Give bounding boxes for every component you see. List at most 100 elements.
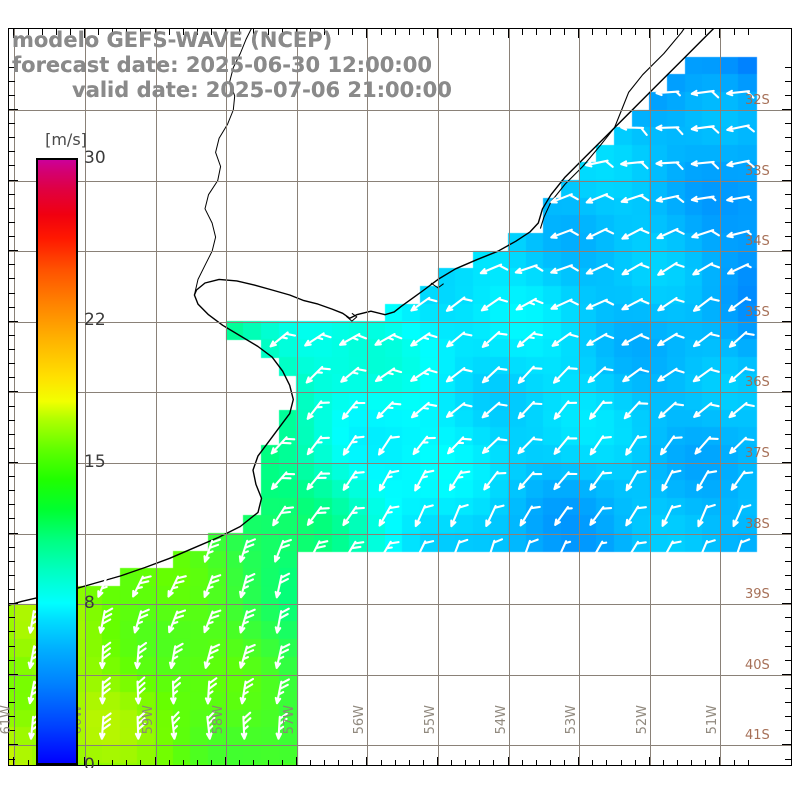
axis-tick-right [785, 730, 791, 732]
axis-tick-right [785, 631, 791, 633]
latitude-label: 41S [745, 728, 770, 744]
axis-tick-bottom [493, 760, 495, 766]
axis-tick-left [9, 518, 15, 520]
axis-tick-left [9, 490, 15, 492]
colorbar[interactable] [36, 158, 78, 765]
axis-tick-right [785, 575, 791, 577]
axis-tick-top [42, 29, 44, 35]
latitude-label: 34S [745, 234, 770, 250]
axis-tick-top [409, 29, 411, 35]
wind-barb-icon [550, 264, 579, 275]
longitude-label: 53W [564, 705, 580, 735]
axis-tick-left [9, 264, 15, 266]
title-model-line: modelo GEFS-WAVE (NCEP) [12, 28, 333, 52]
axis-tick-left [9, 575, 15, 577]
axis-tick-bottom [28, 760, 30, 766]
wind-barb-icon [480, 296, 509, 312]
wind-barb-icon [447, 436, 472, 455]
wind-barb-icon [661, 469, 682, 492]
wind-barb-icon [98, 607, 114, 634]
colorbar-tick-label: 15 [84, 451, 106, 472]
wind-barb-icon [730, 470, 754, 491]
latitude-label: 37S [745, 446, 770, 461]
wind-barb-icon [693, 402, 720, 418]
wind-barb-icon [414, 504, 434, 528]
wind-barb-icon [553, 435, 578, 455]
graticule-parallel [9, 463, 791, 464]
latitude-label: 32S [745, 93, 770, 108]
wind-barb-icon [515, 297, 544, 311]
axis-tick-right [785, 95, 791, 97]
axis-tick-right [785, 688, 791, 690]
axis-tick-bottom [268, 760, 270, 766]
axis-tick-right [782, 391, 791, 393]
wind-barb-icon [728, 296, 752, 312]
axis-tick-left [9, 533, 18, 535]
wind-barb-icon [270, 436, 296, 455]
axis-tick-left [9, 307, 15, 309]
axis-tick-right [785, 264, 791, 266]
axis-tick-bottom [606, 760, 608, 766]
wind-barb-icon [655, 160, 684, 171]
wind-barb-icon [481, 330, 508, 348]
graticule-meridian [509, 29, 510, 765]
axis-tick-bottom [536, 760, 538, 766]
bottom-margin [0, 768, 800, 800]
wind-barb-icon [621, 297, 650, 311]
wind-barb-icon [203, 609, 222, 634]
axis-tick-bottom [126, 760, 128, 766]
wind-barb-icon [589, 470, 613, 491]
wind-barb-icon [481, 436, 508, 454]
axis-tick-left [9, 335, 15, 337]
wind-barb-icon [410, 401, 438, 419]
wind-barb-icon [519, 505, 541, 527]
map-plot-area[interactable] [9, 29, 791, 765]
axis-tick-bottom [719, 757, 721, 766]
coastline-icon [9, 29, 715, 606]
colorbar-tick-label: 8 [84, 593, 95, 614]
wind-barb-icon [728, 366, 755, 384]
axis-tick-right [785, 208, 791, 210]
axis-tick-bottom [564, 760, 566, 766]
wind-barb-icon [377, 435, 400, 456]
map-frame[interactable] [8, 28, 792, 766]
axis-tick-left [9, 151, 15, 153]
graticule-meridian [438, 29, 439, 765]
axis-tick-left [9, 208, 15, 210]
wind-barb-icon [621, 333, 650, 346]
wind-barb-icon [554, 505, 573, 526]
wind-barb-icon [590, 540, 608, 562]
axis-tick-bottom [366, 757, 368, 766]
wind-barb-icon [167, 609, 187, 634]
axis-tick-left [9, 321, 18, 323]
axis-tick-left [9, 363, 15, 365]
axis-tick-right [785, 194, 791, 196]
wind-barb-icon [203, 538, 221, 563]
wind-barb-icon [655, 89, 681, 97]
wind-barb-icon [445, 296, 473, 312]
axis-tick-top [437, 29, 439, 38]
axis-tick-right [782, 109, 791, 111]
wind-barb-icon [378, 540, 400, 562]
colorbar-tick-label: 30 [84, 148, 106, 168]
axis-tick-bottom [522, 760, 524, 766]
axis-tick-top [691, 29, 693, 35]
longitude-label: 56W [352, 705, 368, 735]
axis-tick-left [9, 631, 15, 633]
axis-tick-top [677, 29, 679, 35]
wind-barb-icon [585, 159, 614, 168]
axis-tick-right [785, 716, 791, 718]
wind-barb-icon [514, 264, 544, 274]
axis-tick-left [9, 702, 15, 704]
axis-tick-left [9, 716, 15, 718]
axis-tick-bottom [112, 760, 114, 766]
axis-tick-right [785, 165, 791, 167]
axis-tick-top [169, 29, 171, 35]
wind-barb-icon [655, 194, 685, 203]
axis-tick-bottom [140, 760, 142, 766]
axis-tick-right [785, 377, 791, 379]
colorbar-tick-label: 0 [84, 755, 95, 775]
axis-tick-right [785, 660, 791, 662]
axis-tick-bottom [338, 760, 340, 766]
